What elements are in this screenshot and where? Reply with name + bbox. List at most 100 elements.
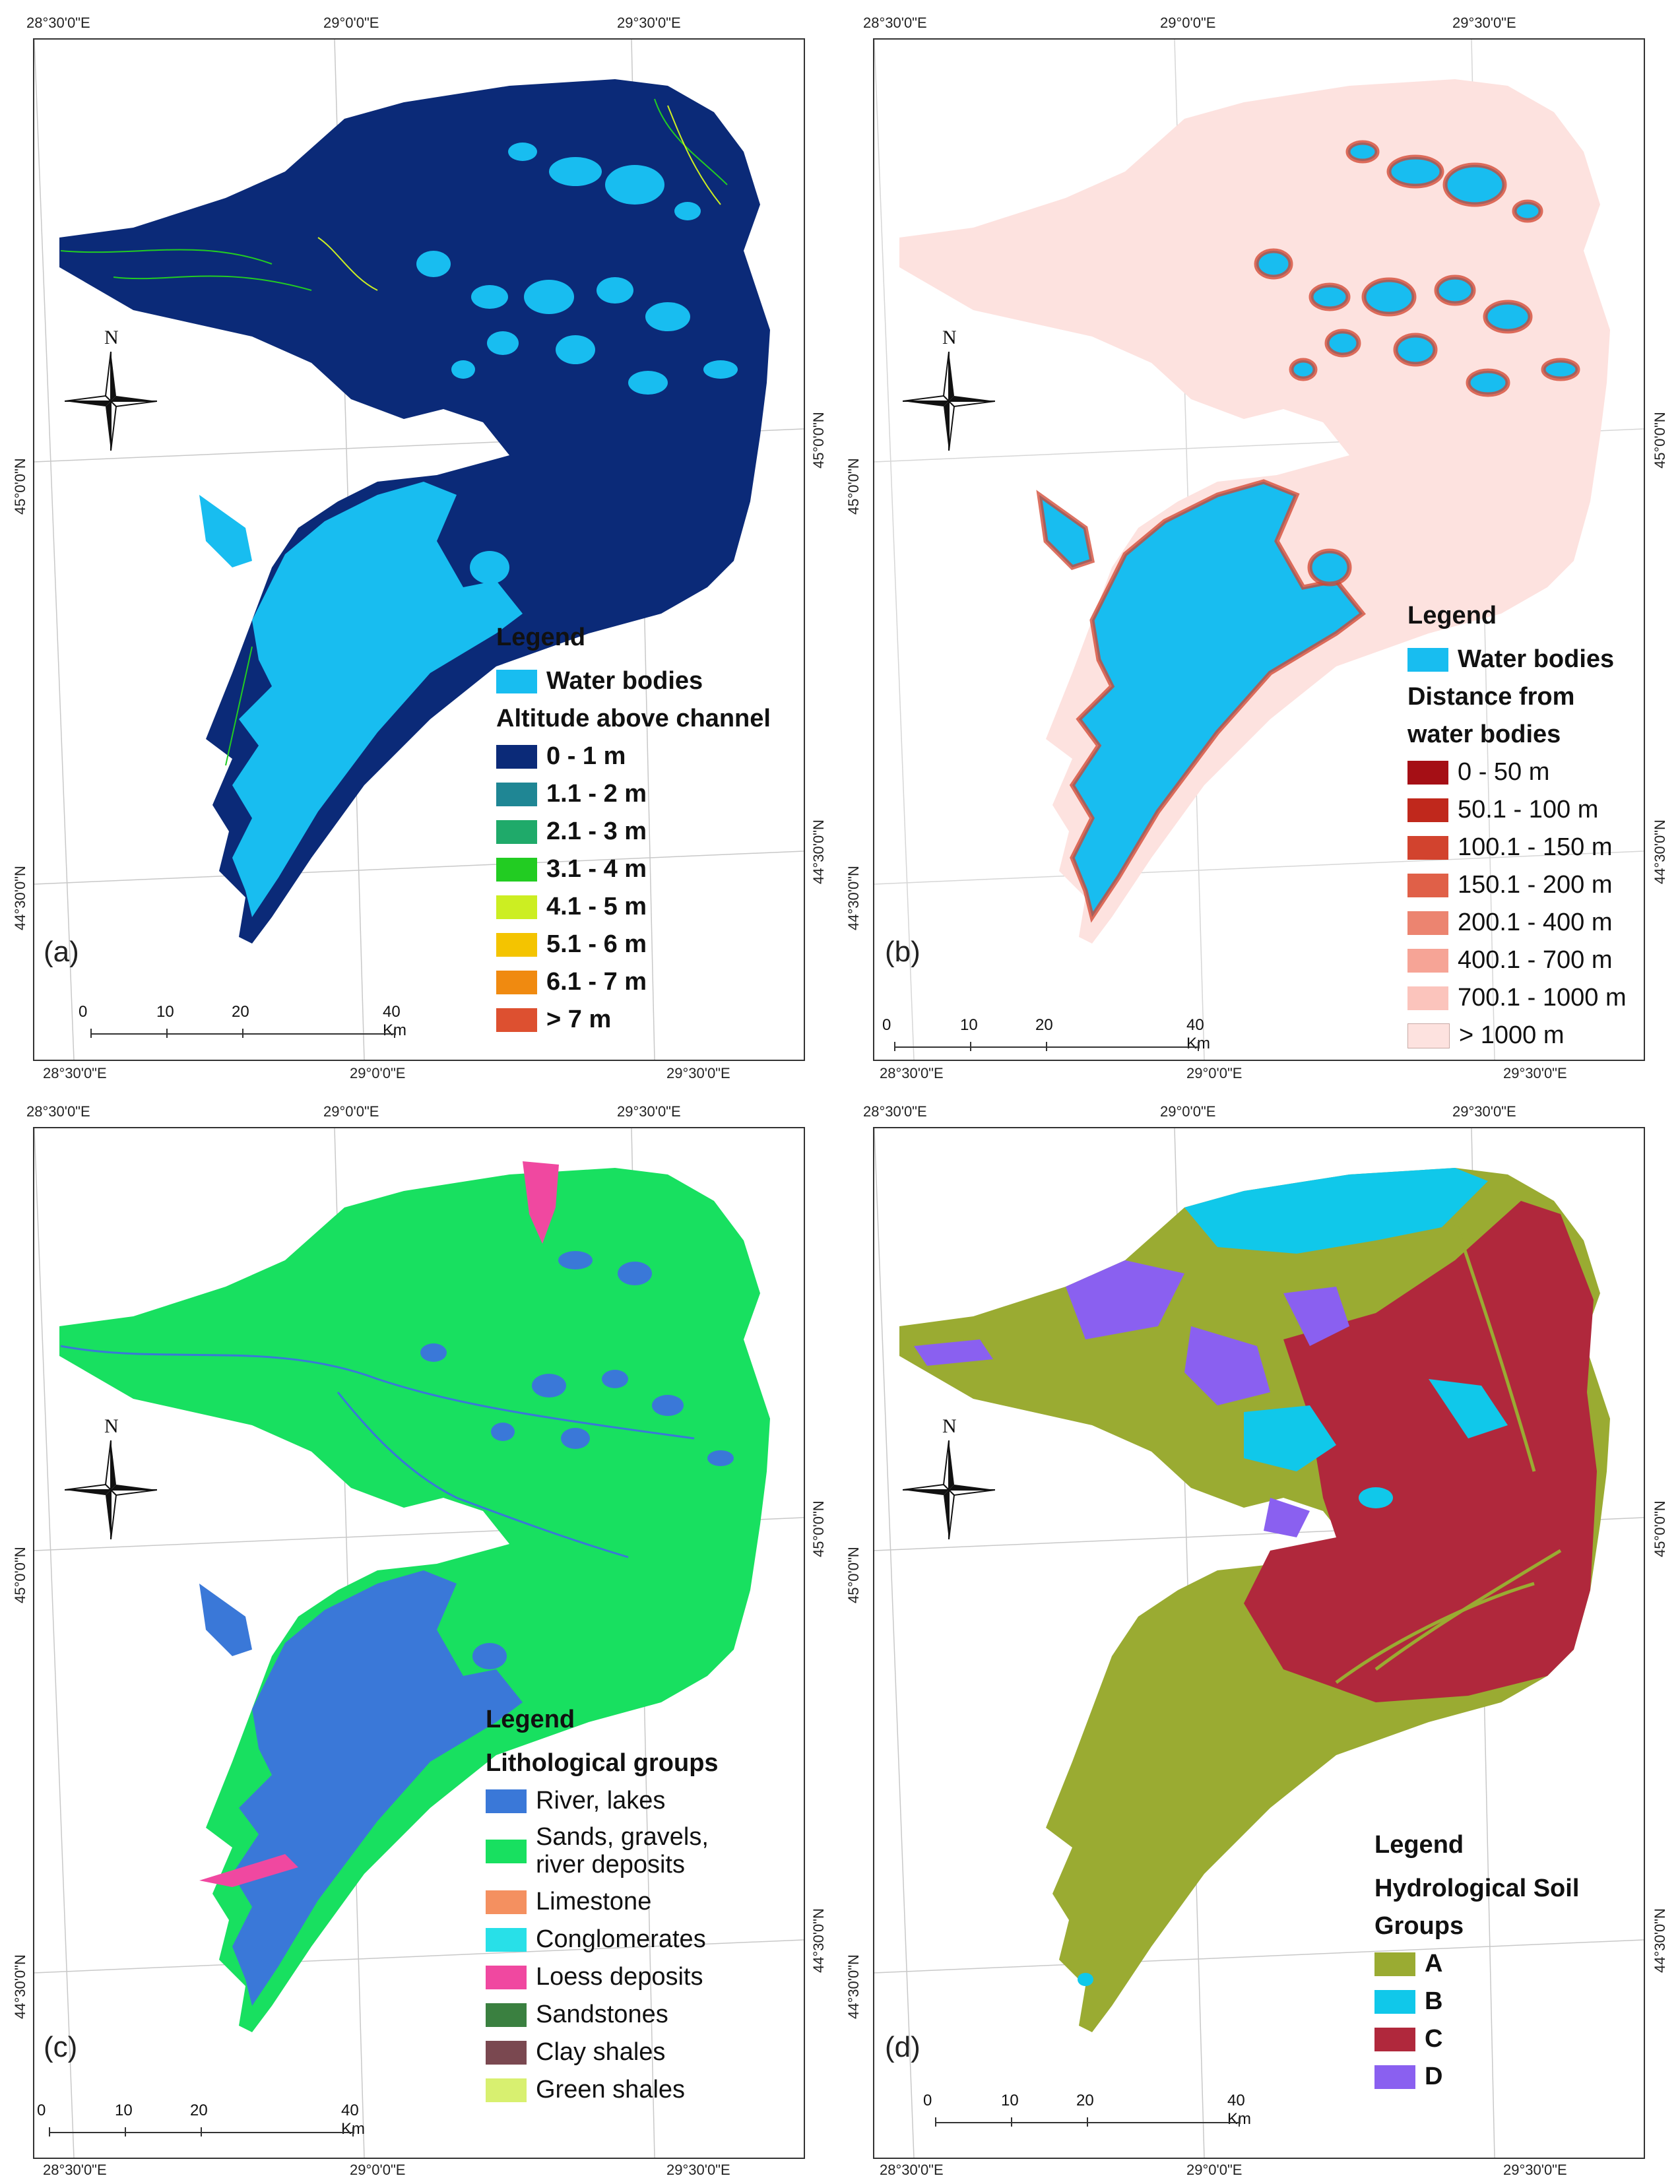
scale-label: 40 Km — [383, 1003, 406, 1039]
legend-title: Legend — [486, 1706, 575, 1733]
compass-icon — [65, 1440, 157, 1539]
map-frame[interactable] — [873, 1127, 1645, 2159]
legend-item: Sands, gravels, river deposits — [486, 1820, 719, 1883]
lat-label-right: 44°30'0"N — [1652, 1908, 1668, 1973]
scale-tick — [1198, 1042, 1199, 1051]
north-label: N — [942, 1415, 957, 1437]
legend-swatch — [1407, 911, 1448, 935]
legend-item: 0 - 1 m — [496, 738, 771, 775]
legend-swatch — [1374, 1989, 1415, 2014]
lat-label-left: 44°30'0"N — [12, 866, 28, 930]
panel-b: 28°30'0"E 29°0'0"E 29°30'0"E 45°0'0"N 44… — [840, 0, 1680, 1082]
scale-label: 0 — [882, 1016, 891, 1034]
lat-label-right: 44°30'0"N — [810, 1908, 827, 1973]
legend-title: Legend — [1407, 602, 1497, 629]
legend-swatch — [486, 2003, 527, 2027]
lon-label-bottom: 29°0'0"E — [1186, 2162, 1243, 2178]
scale-label: 10 — [960, 1016, 978, 1034]
north-label: N — [104, 327, 119, 348]
lat-label-left: 44°30'0"N — [845, 1954, 862, 2019]
legend-swatch — [1407, 835, 1448, 860]
lon-label-bottom: 28°30'0"E — [43, 1065, 107, 1081]
legend-swatch — [1407, 986, 1448, 1010]
legend-b: Legend Water bodies Distance from water … — [1407, 602, 1627, 1054]
lon-label-top: 29°0'0"E — [323, 1103, 379, 1120]
lon-label-bottom: 29°0'0"E — [350, 2162, 406, 2178]
legend-swatch — [486, 1789, 527, 1813]
map-frame[interactable] — [33, 1127, 805, 2159]
scale-tick — [352, 2127, 354, 2136]
legend-swatch — [486, 1890, 527, 1914]
scale-tick — [1087, 2117, 1088, 2127]
lon-label-bottom: 28°30'0"E — [43, 2162, 107, 2178]
legend-item: Sandstones — [486, 1996, 719, 2034]
legend-swatch — [1407, 647, 1448, 672]
panel-c: 28°30'0"E 29°0'0"E 29°30'0"E 45°0'0"N 44… — [0, 1089, 840, 2184]
scale-tick — [1046, 1042, 1047, 1051]
lat-label-right: 45°0'0"N — [810, 1500, 827, 1557]
lon-label-top: 29°30'0"E — [1452, 15, 1516, 31]
lat-label-left: 44°30'0"N — [12, 1954, 28, 2019]
panel-label: (d) — [885, 2031, 921, 2063]
scale-label: 0 — [37, 2102, 46, 2119]
legend-item: Loess deposits — [486, 1958, 719, 1996]
legend-swatch — [496, 932, 537, 957]
legend-item: C — [1374, 2020, 1579, 2058]
lat-label-right: 45°0'0"N — [1652, 412, 1668, 468]
scale-label: 20 — [1035, 1016, 1053, 1034]
scale-tick — [125, 2127, 126, 2136]
lat-label-right: 45°0'0"N — [810, 412, 827, 468]
legend-item: > 1000 m — [1407, 1017, 1627, 1054]
panel-d: 28°30'0"E 29°0'0"E 29°30'0"E 45°0'0"N 44… — [840, 1089, 1680, 2184]
scale-label: 0 — [79, 1003, 88, 1021]
legend-swatch — [496, 669, 537, 693]
legend-item: > 7 m — [496, 1001, 771, 1039]
scale-label: 20 — [190, 2102, 208, 2119]
legend-swatch — [486, 2078, 527, 2102]
legend-item: 100.1 - 150 m — [1407, 829, 1627, 866]
scale-bar: 0 10 20 40 Km — [79, 1003, 412, 1043]
compass-icon — [903, 1440, 995, 1539]
scale-label: 10 — [1001, 2092, 1019, 2109]
legend-swatch — [496, 782, 537, 806]
scale-tick — [201, 2127, 202, 2136]
map-frame[interactable] — [873, 38, 1645, 1061]
legend-item: River, lakes — [486, 1782, 719, 1820]
lon-label-top: 29°0'0"E — [1160, 15, 1216, 31]
lon-label-top: 29°30'0"E — [617, 15, 681, 31]
legend-item: Clay shales — [486, 2034, 719, 2071]
legend-swatch — [1407, 1023, 1450, 1048]
legend-swatch — [486, 2040, 527, 2065]
scale-label: 0 — [923, 2092, 932, 2109]
panel-label: (c) — [44, 2031, 78, 2063]
legend-item: 1.1 - 2 m — [496, 775, 771, 813]
legend-subtitle: Hydrological Soil — [1374, 1875, 1580, 1902]
map-frame[interactable] — [33, 38, 805, 1061]
scale-tick — [894, 1042, 895, 1051]
legend-subtitle: Distance from — [1407, 683, 1575, 711]
lon-label-top: 29°0'0"E — [1160, 1103, 1216, 1120]
scale-tick — [90, 1029, 92, 1038]
legend-a: Legend Water bodies Altitude above chann… — [496, 624, 771, 1039]
legend-item: Limestone — [486, 1883, 719, 1921]
legend-d: Legend Hydrological Soil Groups A B C D — [1374, 1831, 1579, 2096]
legend-item: 0 - 50 m — [1407, 754, 1627, 791]
lon-label-top: 28°30'0"E — [863, 1103, 927, 1120]
legend-item: 4.1 - 5 m — [496, 888, 771, 926]
legend-subtitle: water bodies — [1407, 721, 1561, 748]
lon-label-bottom: 29°30'0"E — [666, 1065, 730, 1081]
lon-label-bottom: 28°30'0"E — [880, 1065, 944, 1081]
legend-item: Water bodies — [496, 662, 771, 700]
legend-swatch — [486, 1840, 527, 1863]
legend-subtitle: Altitude above channel — [496, 705, 771, 732]
scale-label: 10 — [156, 1003, 174, 1021]
lon-label-top: 29°30'0"E — [617, 1103, 681, 1120]
legend-c: Legend Lithological groups River, lakes … — [486, 1706, 719, 2109]
legend-item: 150.1 - 200 m — [1407, 866, 1627, 904]
scale-tick — [49, 2127, 50, 2136]
legend-item: 2.1 - 3 m — [496, 813, 771, 851]
legend-item: 200.1 - 400 m — [1407, 904, 1627, 942]
legend-swatch — [496, 970, 537, 994]
lat-label-left: 45°0'0"N — [12, 1547, 28, 1603]
scale-tick — [970, 1042, 971, 1051]
